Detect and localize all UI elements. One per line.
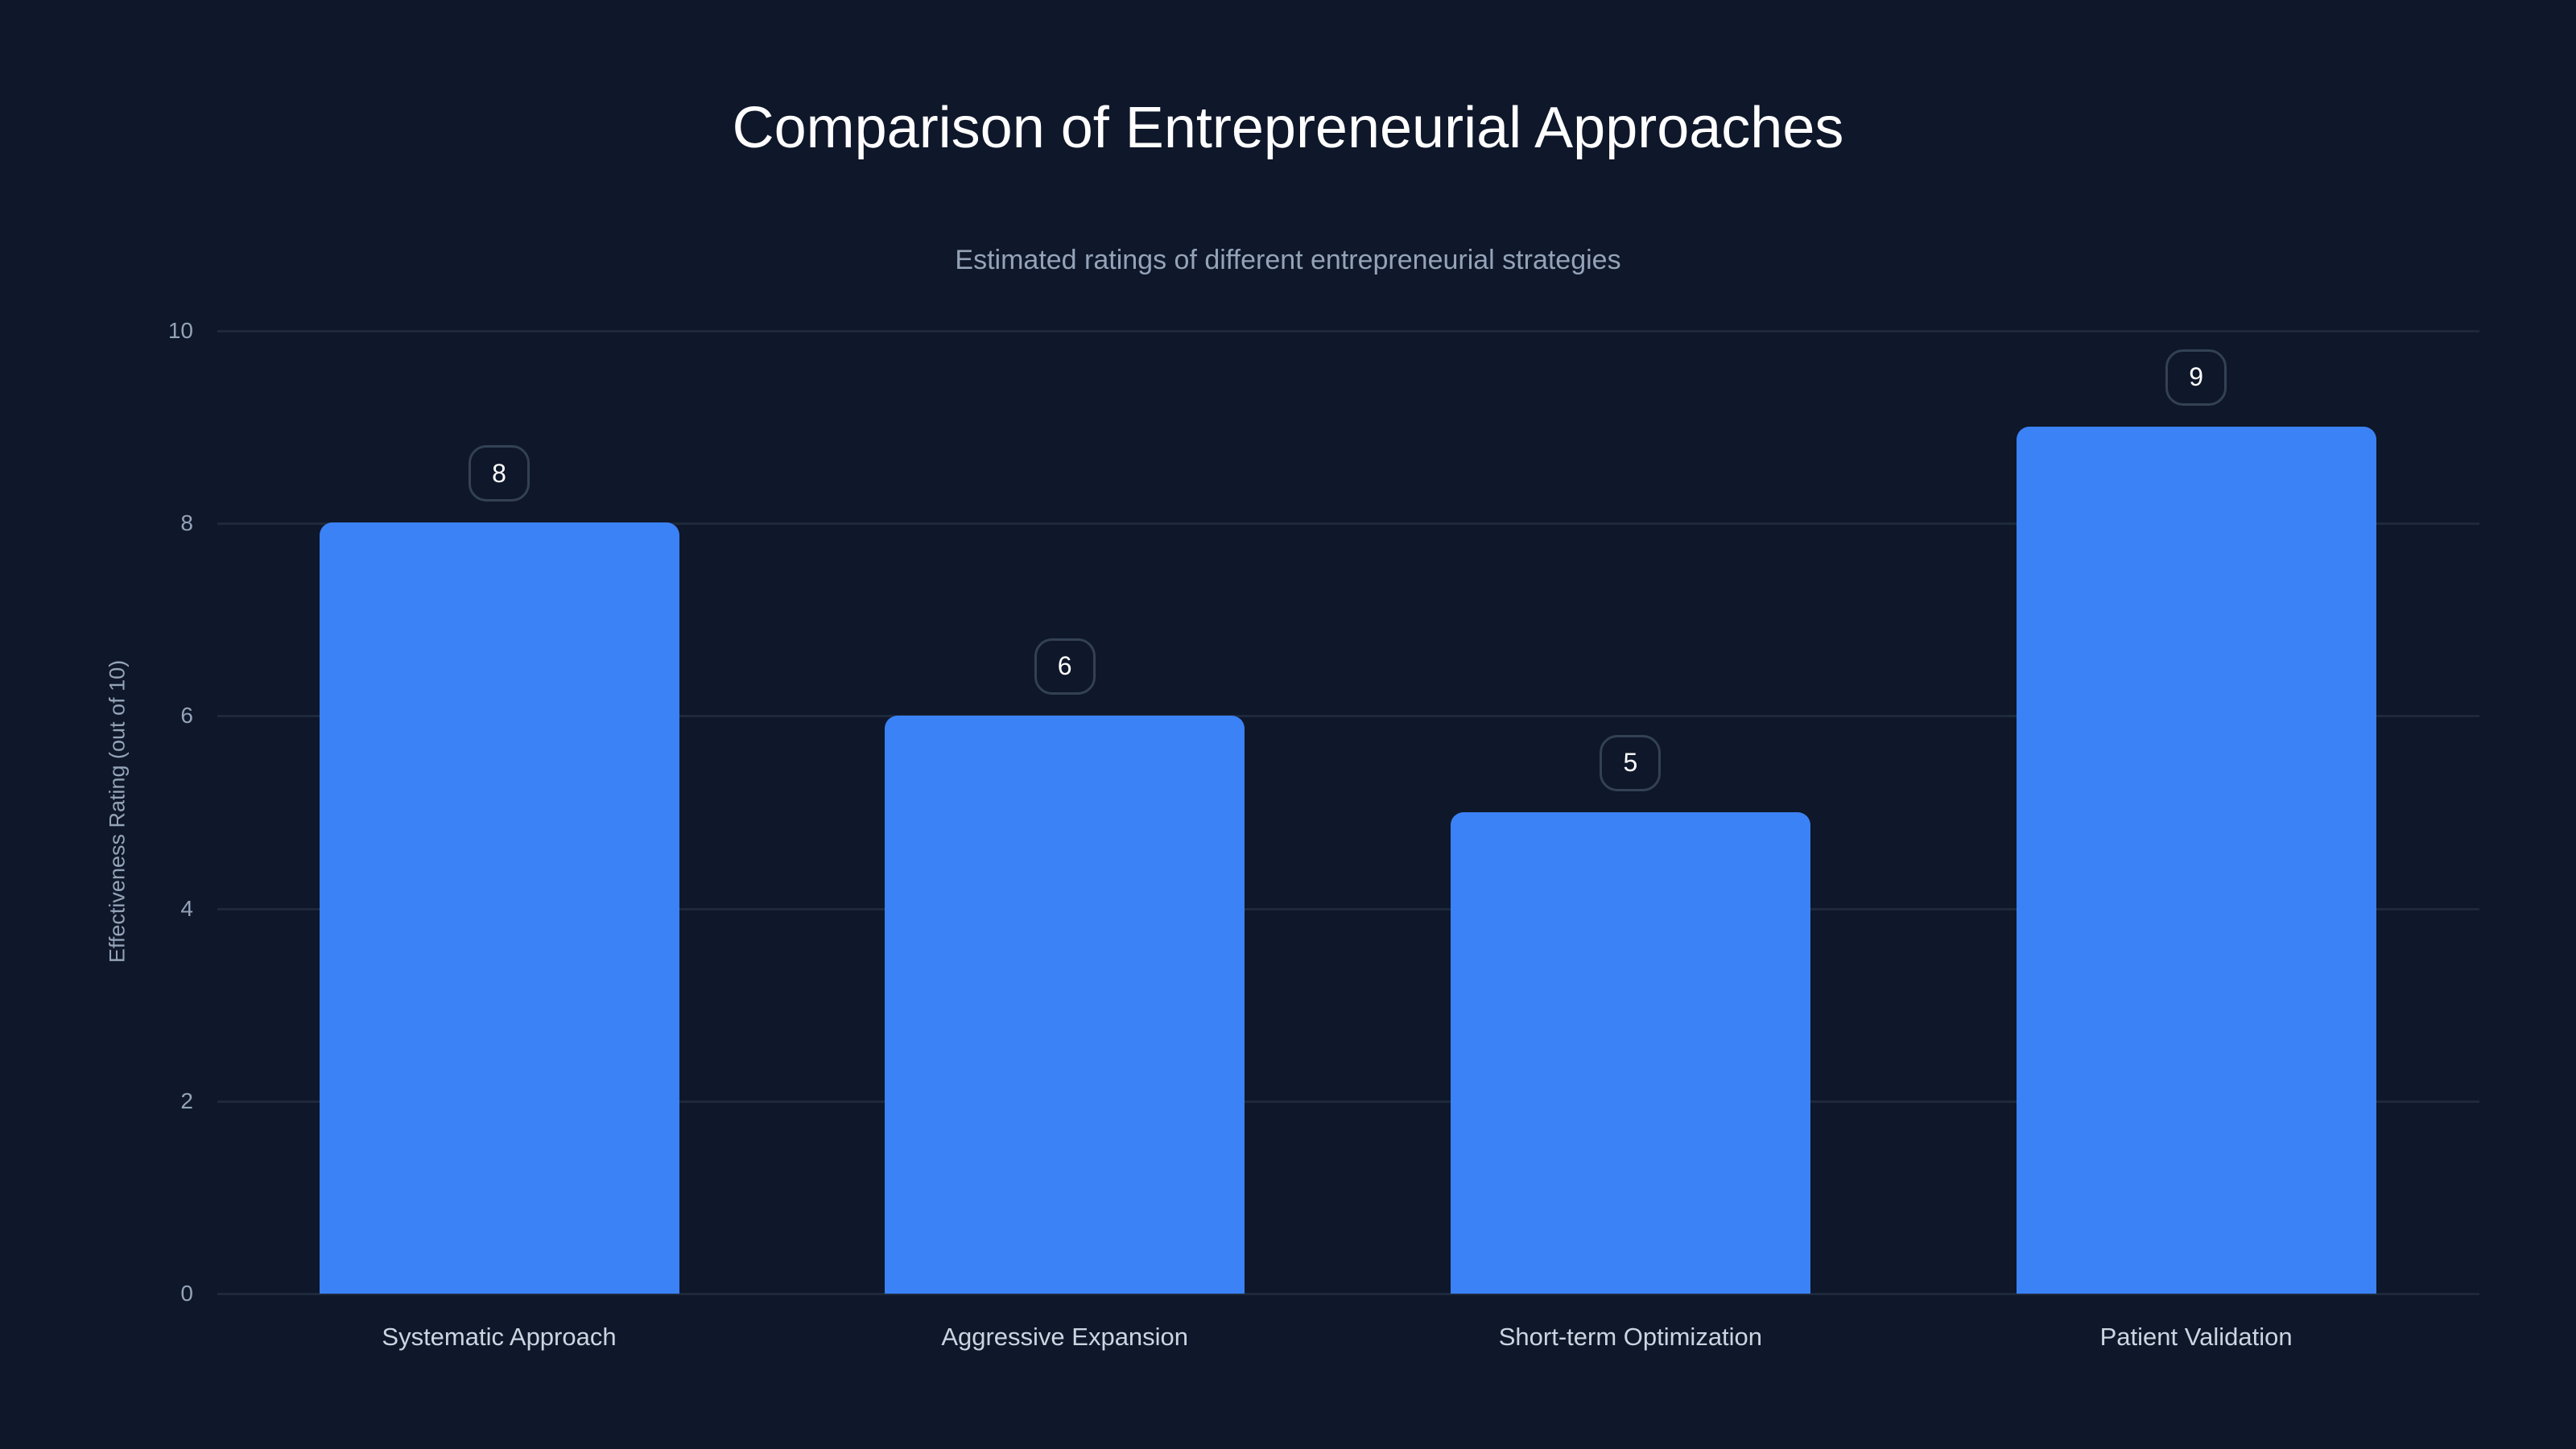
x-tick-label: Short-term Optimization xyxy=(1498,1323,1763,1351)
chart-title: Comparison of Entrepreneurial Approaches xyxy=(732,96,1844,160)
plot-area: 10 8 6 4 2 0 8 6 5 9 Systematic Approach… xyxy=(168,320,2479,1351)
gridline-6 xyxy=(217,715,2479,717)
bar-systematic-approach[interactable] xyxy=(319,522,679,1294)
bar-short-term-optimization[interactable] xyxy=(1450,811,1810,1294)
y-tick-10: 10 xyxy=(167,318,193,343)
chart-subtitle: Estimated ratings of different entrepren… xyxy=(955,245,1621,275)
gridline-2 xyxy=(217,1100,2479,1103)
gridline-8 xyxy=(217,522,2479,525)
value-label: 8 xyxy=(469,445,530,502)
y-tick-8: 8 xyxy=(180,510,193,535)
gridline-0 xyxy=(217,1293,2479,1295)
y-tick-6: 6 xyxy=(180,703,193,728)
gridline-10 xyxy=(217,330,2479,332)
x-tick-label: Systematic Approach xyxy=(382,1323,617,1351)
bar-patient-validation[interactable] xyxy=(2016,426,2376,1294)
y-tick-0: 0 xyxy=(180,1281,193,1306)
value-label: 5 xyxy=(1600,734,1662,791)
x-tick-label: Aggressive Expansion xyxy=(941,1323,1189,1351)
value-label: 9 xyxy=(2165,349,2227,406)
y-tick-2: 2 xyxy=(180,1088,193,1113)
bar-aggressive-expansion[interactable] xyxy=(885,715,1245,1294)
x-tick-label: Patient Validation xyxy=(2099,1323,2293,1351)
gridline-4 xyxy=(217,908,2479,910)
y-tick-4: 4 xyxy=(180,896,193,921)
value-label: 6 xyxy=(1034,638,1096,695)
